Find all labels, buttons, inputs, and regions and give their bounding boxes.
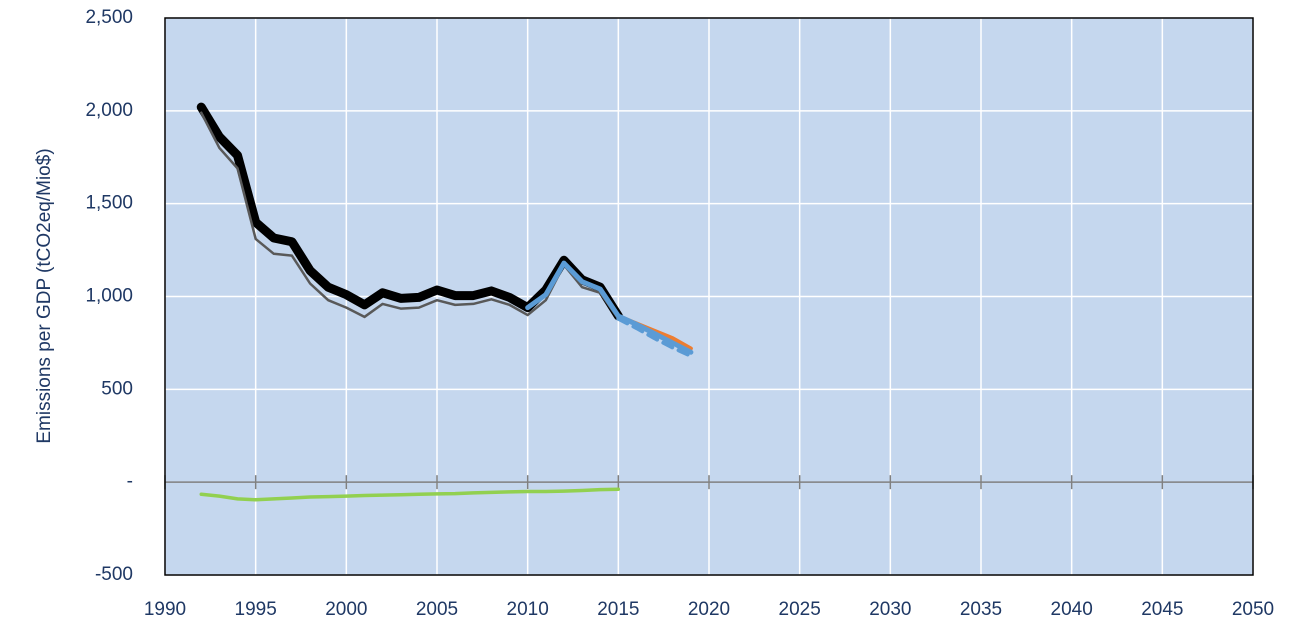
y-tick-label: 2,500 [85, 7, 133, 28]
y-tick-label: - [127, 471, 133, 492]
x-tick-label: 2030 [869, 599, 911, 620]
y-tick-label: 2,000 [85, 100, 133, 121]
x-tick-label: 2045 [1141, 599, 1183, 620]
x-tick-label: 2040 [1051, 599, 1093, 620]
series-line [525, 260, 694, 355]
x-tick-label: 2000 [325, 599, 367, 620]
x-tick-label: 2050 [1232, 599, 1274, 620]
plot-border [164, 17, 1254, 576]
y-tick-label: 1,000 [85, 286, 133, 307]
x-tick-label: 1995 [235, 599, 277, 620]
y-tick-label: 500 [101, 378, 133, 399]
x-tick-label: 2010 [507, 599, 549, 620]
y-axis-label: Emissions per GDP (tCO2eq/Mio$) [34, 148, 55, 443]
series-line [616, 316, 693, 358]
y-tick-label: -500 [95, 564, 133, 585]
series-line [199, 487, 621, 502]
x-tick-label: 2035 [960, 599, 1002, 620]
x-tick-label: 1990 [144, 599, 186, 620]
x-tick-label: 2005 [416, 599, 458, 620]
x-tick-label: 2020 [688, 599, 730, 620]
y-tick-label: 1,500 [85, 193, 133, 214]
x-tick-label: 2025 [779, 599, 821, 620]
x-tick-label: 2015 [597, 599, 639, 620]
